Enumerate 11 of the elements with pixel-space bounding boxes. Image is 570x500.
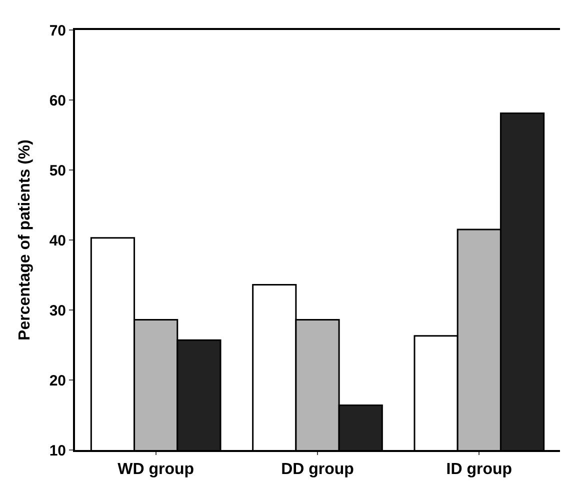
x-tick-label: WD group — [118, 461, 194, 478]
y-axis-title: Percentage of patients (%) — [16, 140, 34, 340]
x-tick-label: DD group — [281, 461, 354, 478]
y-tick-label: 30 — [49, 302, 66, 320]
y-tick-label: 20 — [49, 372, 66, 390]
y-tick-label: 70 — [49, 22, 66, 40]
y-tick-label: 50 — [49, 162, 66, 180]
y-tick-label: 60 — [49, 92, 66, 110]
y-tick-label: 40 — [49, 232, 66, 250]
x-tick-label: ID group — [446, 461, 512, 478]
y-tick-label: 10 — [49, 442, 66, 460]
